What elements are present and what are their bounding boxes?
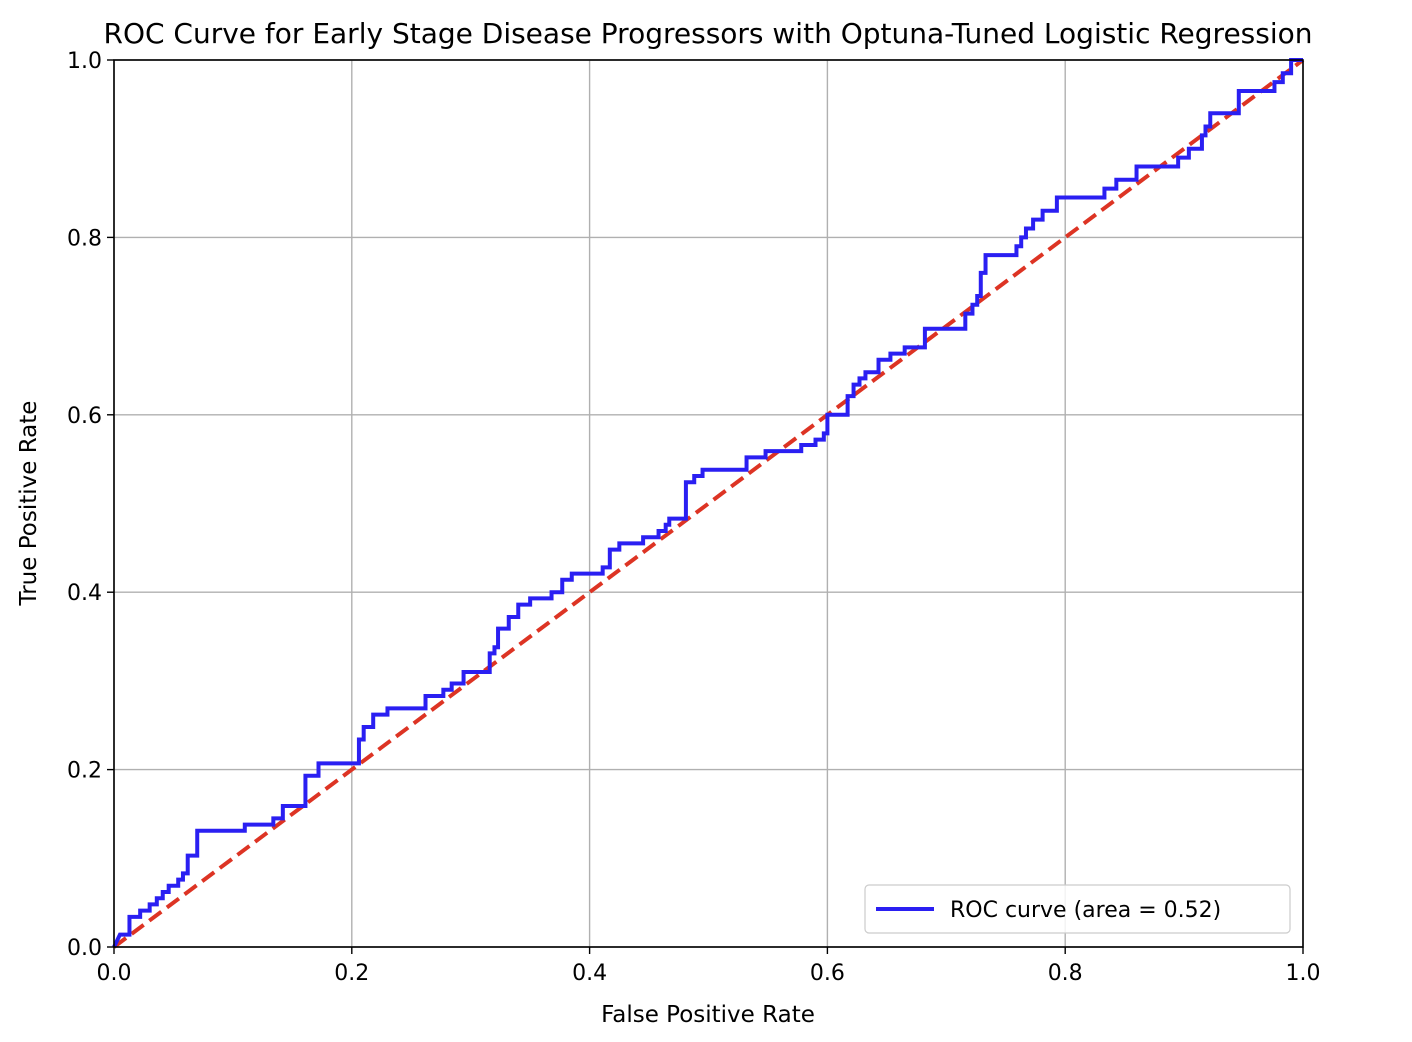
legend-box [864,884,1291,934]
y-tick-label: 1.0 [67,49,102,74]
x-tick-label: 1.0 [1286,961,1321,986]
x-tick-label: 0.4 [572,961,607,986]
legend-label-roc: ROC curve (area = 0.52) [950,898,1221,923]
legend: ROC curve (area = 0.52) [864,884,1291,934]
y-tick-label: 0.0 [67,936,102,961]
y-tick-label: 0.4 [67,581,102,606]
x-axis-label: False Positive Rate [601,1002,815,1028]
x-axis-ticks: 0.0 0.2 0.4 0.6 0.8 1.0 [97,947,1321,986]
plot-frame [113,59,1304,948]
x-tick-label: 0.2 [334,961,369,986]
y-axis-ticks: 0.0 0.2 0.4 0.6 0.8 1.0 [67,49,114,961]
chance-diagonal-line [112,58,1305,949]
x-tick-label: 0.6 [810,961,845,986]
roc-curve-line [112,58,1303,948]
y-tick-label: 0.6 [67,404,102,429]
y-tick-label: 0.2 [67,759,102,784]
series-layer [112,58,1305,949]
y-axis-label: True Positive Rate [16,401,42,607]
x-tick-label: 0.8 [1048,961,1083,986]
y-tick-label: 0.8 [67,226,102,251]
x-tick-label: 0.0 [97,961,132,986]
chart-title: ROC Curve for Early Stage Disease Progre… [103,17,1312,50]
